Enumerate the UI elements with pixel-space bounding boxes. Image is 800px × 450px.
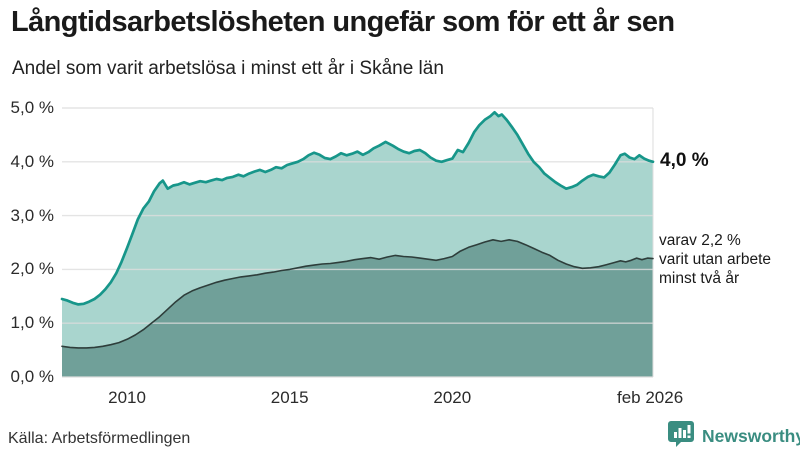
y-axis-tick-label: 0,0 % — [10, 367, 54, 386]
y-axis-tick-label: 2,0 % — [10, 259, 54, 279]
line-two-year — [61, 239, 654, 349]
two-year-annotation-line2: varit utan arbete — [659, 251, 772, 268]
x-axis-tick-label: 2010 — [108, 388, 146, 407]
two-year-annotation-line1: varav 2,2 % — [659, 232, 741, 249]
newsworthy-logo: Newsworthy — [668, 419, 800, 449]
x-axis-tick-label: 2015 — [270, 388, 309, 407]
area-two-year — [62, 239, 653, 377]
page-title: Långtidsarbetslösheten ungefär som för e… — [11, 6, 675, 38]
total-end-value-label: 4,0 % — [660, 150, 709, 171]
two-year-annotation: varav 2,2 % varit utan arbete minst två … — [659, 231, 771, 288]
x-axis-tick-label: 2020 — [433, 388, 472, 407]
y-axis-tick-label: 3,0 % — [10, 205, 54, 225]
chart-subtitle: Andel som varit arbetslösa i minst ett å… — [12, 58, 444, 79]
two-year-annotation-line3: minst två år — [659, 270, 740, 287]
y-axis-tick-label: 5,0 % — [10, 98, 54, 117]
source-credit: Källa: Arbetsförmedlingen — [8, 430, 191, 447]
x-axis-tick-label: feb 2026 — [616, 388, 684, 407]
newsworthy-bubble-icon — [668, 421, 694, 447]
y-axis: 5,0 % 4,0 % 3,0 % 2,0 % 1,0 % 0,0 % — [0, 0, 54, 450]
brand-name: Newsworthy — [702, 426, 800, 446]
y-axis-tick-label: 4,0 % — [10, 151, 54, 171]
y-axis-tick-label: 1,0 % — [10, 313, 54, 333]
line-total-one-year — [60, 110, 655, 306]
